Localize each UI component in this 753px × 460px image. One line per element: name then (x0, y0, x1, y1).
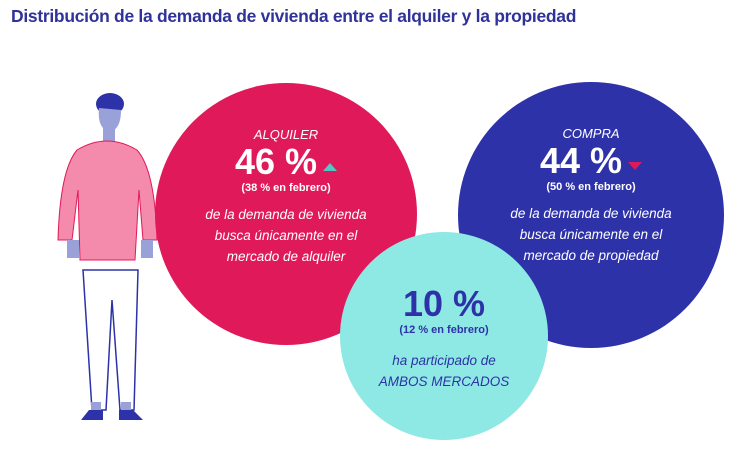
person-illustration (55, 90, 165, 445)
ambos-circle: 10 % (12 % en febrero) ha participado de… (340, 232, 548, 440)
desc-line: busca únicamente en el (519, 227, 663, 242)
desc-line: ha participado de (392, 353, 496, 368)
desc-line: de la demanda de vivienda (510, 206, 672, 221)
compra-previous: (50 % en febrero) (546, 181, 636, 193)
trend-up-icon (323, 163, 338, 171)
desc-line: mercado de propiedad (523, 248, 659, 263)
ambos-description: ha participado de AMBOS MERCADOS (379, 350, 510, 392)
compra-value: 44 % (539, 140, 623, 181)
page-title: Distribución de la demanda de vivienda e… (11, 6, 577, 26)
alquiler-label: ALQUILER (253, 127, 319, 142)
desc-line: mercado de alquiler (226, 249, 346, 264)
desc-line: busca únicamente en el (214, 228, 358, 243)
alquiler-previous: (38 % en febrero) (241, 182, 331, 194)
desc-line: AMBOS MERCADOS (378, 374, 510, 389)
alquiler-description: de la demanda de vivienda busca únicamen… (205, 204, 366, 267)
compra-label: COMPRA (562, 126, 620, 141)
ambos-value: 10 % (402, 283, 486, 324)
desc-line: de la demanda de vivienda (205, 207, 367, 222)
compra-description: de la demanda de vivienda busca únicamen… (510, 203, 671, 266)
ambos-previous: (12 % en febrero) (399, 324, 489, 336)
trend-down-icon (628, 162, 643, 170)
alquiler-value: 46 % (234, 141, 318, 182)
compra-circle: COMPRA 44 % (50 % en febrero) de la dema… (458, 82, 724, 348)
